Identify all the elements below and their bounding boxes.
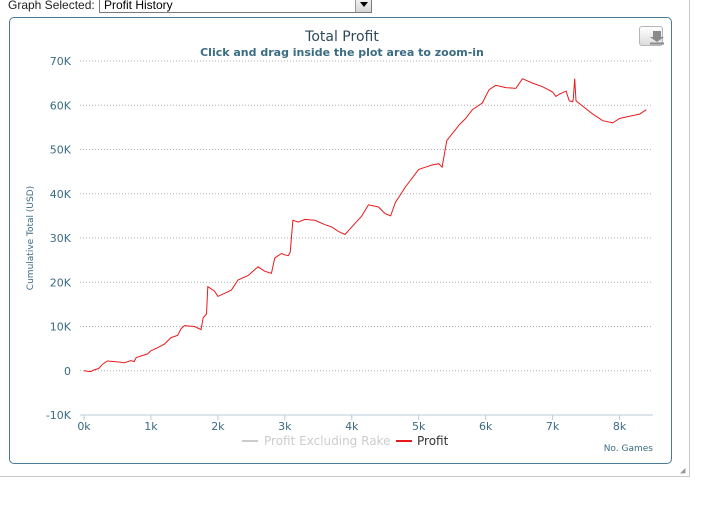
y-tick-label: 40K <box>50 188 72 201</box>
legend: Profit Excluding Rake Profit <box>242 434 449 448</box>
x-tick-label: 6k <box>479 420 493 433</box>
panel-bottom-border <box>0 476 690 477</box>
graph-selected-label: Graph Selected: <box>8 0 95 12</box>
x-tick-label: 2k <box>211 420 225 433</box>
resize-grip-icon[interactable]: ◢ <box>680 466 686 476</box>
download-icon <box>650 31 664 45</box>
y-tick-label: 60K <box>50 99 72 112</box>
x-axis-ticks: 0k 1k 2k 3k 4k 5k 6k 7k 8k <box>77 415 627 433</box>
chart-subtitle: Click and drag inside the plot area to z… <box>200 46 484 59</box>
y-axis-ticks: -10K 0 10K 20K 30K 40K 50K 60K 70K <box>46 55 72 422</box>
legend-item-profit[interactable]: Profit <box>396 434 449 448</box>
x-tick-label: 1k <box>144 420 158 433</box>
x-axis-title: No. Games <box>604 444 654 454</box>
graph-select-dropdown[interactable]: Profit History <box>99 0 372 13</box>
y-tick-label: 50K <box>50 144 72 157</box>
y-tick-label: 0 <box>64 365 71 378</box>
x-tick-label: 4k <box>345 420 359 433</box>
y-tick-label: 30K <box>50 232 72 245</box>
y-axis-title: Cumulative Total (USD) <box>26 186 36 290</box>
chevron-down-icon <box>360 2 368 7</box>
legend-item-excluding-rake[interactable]: Profit Excluding Rake <box>242 434 390 448</box>
profit-series-line <box>83 78 647 373</box>
x-tick-label: 0k <box>77 420 91 433</box>
x-tick-label: 8k <box>613 420 627 433</box>
panel-right-border <box>689 0 690 476</box>
x-tick-label: 7k <box>546 420 560 433</box>
chart-container <box>9 17 672 464</box>
y-tick-label: 70K <box>50 55 72 68</box>
download-button[interactable] <box>639 26 664 46</box>
dropdown-arrow-button[interactable] <box>355 0 371 12</box>
x-tick-label: 5k <box>412 420 426 433</box>
graph-select-value: Profit History <box>104 0 173 12</box>
graph-selector-bar: Graph Selected: Profit History <box>0 0 709 16</box>
y-tick-label: 20K <box>50 276 72 289</box>
chart-title: Total Profit <box>304 29 379 45</box>
legend-label-profit: Profit <box>417 434 449 448</box>
y-tick-label: -10K <box>46 409 72 422</box>
legend-label-excluding-rake: Profit Excluding Rake <box>264 434 390 448</box>
grid-lines <box>80 60 653 372</box>
y-tick-label: 10K <box>50 321 72 334</box>
x-tick-label: 3k <box>278 420 292 433</box>
